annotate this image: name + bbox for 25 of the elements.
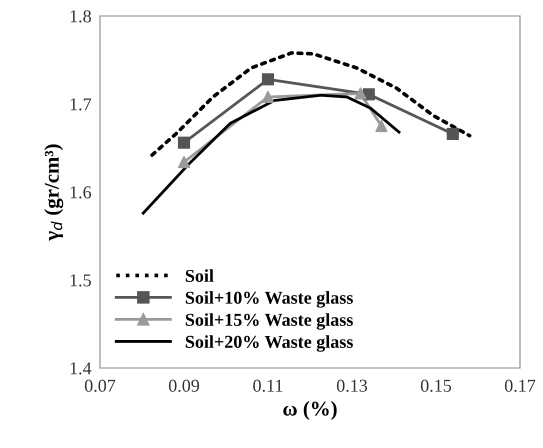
x-tick-label: 0.09 — [168, 380, 200, 392]
y-tick-label: 1.6 — [70, 186, 92, 199]
x-tick-label: 0.13 — [336, 380, 368, 392]
y-tick-label: 1.7 — [70, 98, 92, 111]
point — [178, 156, 190, 168]
legend-label: Soil+10% Waste glass — [186, 291, 353, 308]
x-axis-title: ω (%) — [283, 401, 337, 420]
legend-label: Soil — [186, 269, 214, 282]
x-tick-label: 0.17 — [504, 380, 536, 392]
y-axis-title: γ$_{d}$ (gr/cm³) — [44, 144, 64, 241]
y-tick-label: 1.8 — [70, 10, 91, 23]
point — [262, 73, 274, 86]
line-series — [150, 51, 472, 157]
point — [446, 128, 459, 140]
x-tick-label: 0.15 — [420, 380, 452, 392]
x-tick-label: 0.07 — [84, 380, 116, 392]
point — [354, 87, 366, 100]
point — [178, 136, 190, 149]
point — [375, 120, 388, 132]
legend-label: Soil+15% Waste glass — [186, 313, 353, 330]
y-tick-label: 1.4 — [70, 362, 92, 375]
point — [262, 90, 274, 104]
y-tick-label: 1.5 — [70, 274, 91, 287]
legend-label: Soil+20% Waste glass — [186, 335, 353, 352]
x-tick-label: 0.11 — [253, 380, 282, 392]
